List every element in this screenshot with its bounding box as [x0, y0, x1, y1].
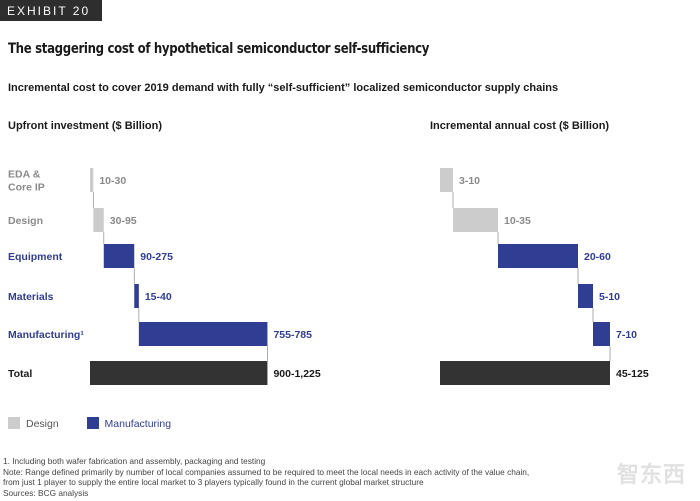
- row-label-3: Materials: [8, 291, 54, 303]
- bar-1-4: [593, 322, 610, 346]
- value-label-0-3: 15-40: [145, 291, 172, 303]
- value-label-0-1: 30-95: [110, 215, 137, 227]
- footnotes: 1. Including both wafer fabrication and …: [3, 456, 529, 498]
- value-label-1-0: 3-10: [459, 175, 480, 187]
- bar-0-0: [90, 168, 94, 192]
- bar-1-1: [453, 208, 498, 232]
- legend: Design Manufacturing: [8, 417, 171, 430]
- legend-swatch-manufacturing: [86, 417, 99, 429]
- value-label-1-1: 10-35: [504, 215, 531, 227]
- exhibit-label: EXHIBIT 20: [0, 0, 103, 21]
- legend-label-manufacturing: Manufacturing: [104, 418, 172, 430]
- legend-label-design: Design: [26, 418, 59, 430]
- row-label-2: Equipment: [8, 251, 63, 263]
- footnote-sources: Sources: BCG analysis: [3, 487, 89, 498]
- bar-0-1: [93, 208, 104, 232]
- row-label-5: Total: [8, 368, 32, 380]
- row-label-0-1: Core IP: [8, 182, 45, 194]
- value-label-0-5: 900-1,225: [273, 368, 320, 380]
- bar-0-3: [134, 284, 139, 308]
- footnote-1: 1. Including both wafer fabrication and …: [3, 456, 266, 466]
- bar-1-2: [498, 244, 578, 268]
- panel-title-upfront: Upfront investment ($ Billion): [8, 120, 162, 132]
- chart-subtitle: Incremental cost to cover 2019 demand wi…: [8, 82, 559, 94]
- bar-0-4: [138, 322, 268, 346]
- value-label-1-4: 7-10: [616, 329, 637, 341]
- value-label-0-2: 90-275: [140, 251, 173, 263]
- legend-swatch-design: [8, 417, 20, 429]
- value-label-0-0: 10-30: [99, 175, 126, 187]
- footnote-note-2: from just 1 player to supply the entire …: [3, 477, 424, 487]
- bar-0-5: [90, 361, 268, 385]
- value-label-1-2: 20-60: [584, 251, 611, 263]
- chart-title: The staggering cost of hypothetical semi…: [8, 41, 430, 57]
- bar-1-5: [440, 361, 610, 385]
- bar-0-2: [103, 244, 135, 268]
- bar-1-3: [578, 284, 593, 308]
- row-label-1: Design: [8, 215, 43, 227]
- row-label-0-0: EDA &: [8, 169, 41, 181]
- footnote-note-1: Note: Range defined primarily by number …: [3, 466, 530, 477]
- value-label-1-5: 45-125: [616, 368, 649, 380]
- bar-1-0: [440, 168, 453, 192]
- panel-title-annual: Incremental annual cost ($ Billion): [430, 120, 610, 132]
- value-label-0-4: 755-785: [273, 329, 312, 341]
- row-label-4: Manufacturing¹: [8, 329, 84, 341]
- watermark: 智东西: [616, 462, 686, 487]
- value-label-1-3: 5-10: [599, 291, 620, 303]
